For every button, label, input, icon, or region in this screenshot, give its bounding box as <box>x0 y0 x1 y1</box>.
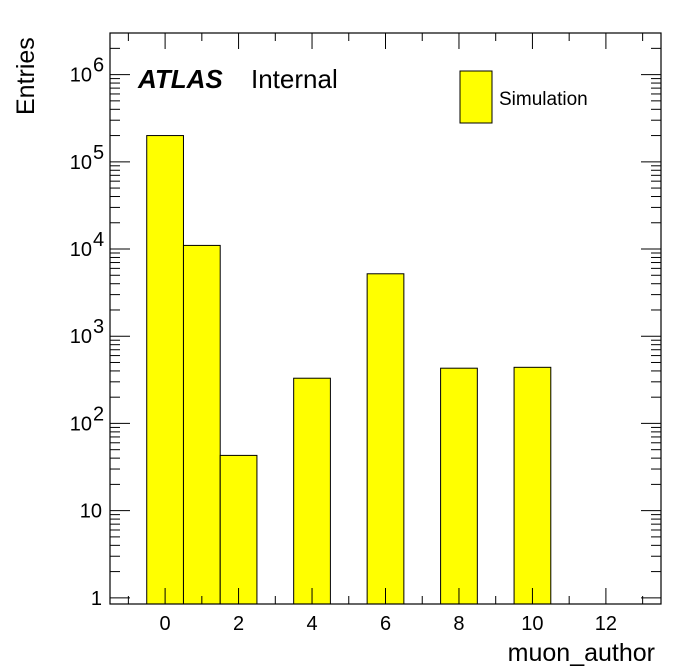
x-tick-label: 8 <box>453 613 464 635</box>
atlas-label: ATLAS <box>137 64 223 94</box>
x-ticks-group: 0 2 4 6 8 10 12 <box>127 33 644 635</box>
y-tick-label: 10 <box>70 239 92 261</box>
legend-entry-simulation: Simulation <box>499 89 588 110</box>
histogram-bar <box>513 366 552 605</box>
plot-frame <box>109 32 662 605</box>
y-tick-exponent: 5 <box>93 142 104 164</box>
histogram-bar <box>146 135 184 605</box>
y-tick-exponent: 2 <box>93 403 104 425</box>
histogram-bar <box>219 454 258 605</box>
y-tick-label: 10 <box>70 65 92 87</box>
histogram-bar <box>440 367 478 605</box>
x-tick-label: 0 <box>160 613 171 635</box>
internal-label: Internal <box>251 64 338 94</box>
x-tick-label: 2 <box>233 613 244 635</box>
y-axis-title: Entries <box>12 37 40 115</box>
legend-swatch <box>459 70 493 124</box>
y-tick-label: 1 <box>91 588 102 610</box>
x-tick-label: 6 <box>380 613 391 635</box>
y-tick-exponent: 3 <box>93 316 104 338</box>
y-tick-label: 10 <box>70 152 92 174</box>
y-tick-label: 10 <box>70 413 92 435</box>
x-tick-label: 4 <box>306 613 317 635</box>
y-tick-label: 10 <box>70 326 92 348</box>
x-tick-label: 10 <box>521 613 543 635</box>
x-tick-label: 12 <box>595 613 617 635</box>
y-tick-exponent: 6 <box>93 55 104 77</box>
histogram-bar <box>293 377 331 605</box>
y-tick-exponent: 4 <box>93 229 104 251</box>
y-tick-label: 10 <box>80 501 102 523</box>
bars-group <box>146 135 552 605</box>
histogram-bar <box>182 244 221 605</box>
histogram-bar <box>366 273 405 605</box>
x-axis-title: muon_author <box>508 639 655 667</box>
